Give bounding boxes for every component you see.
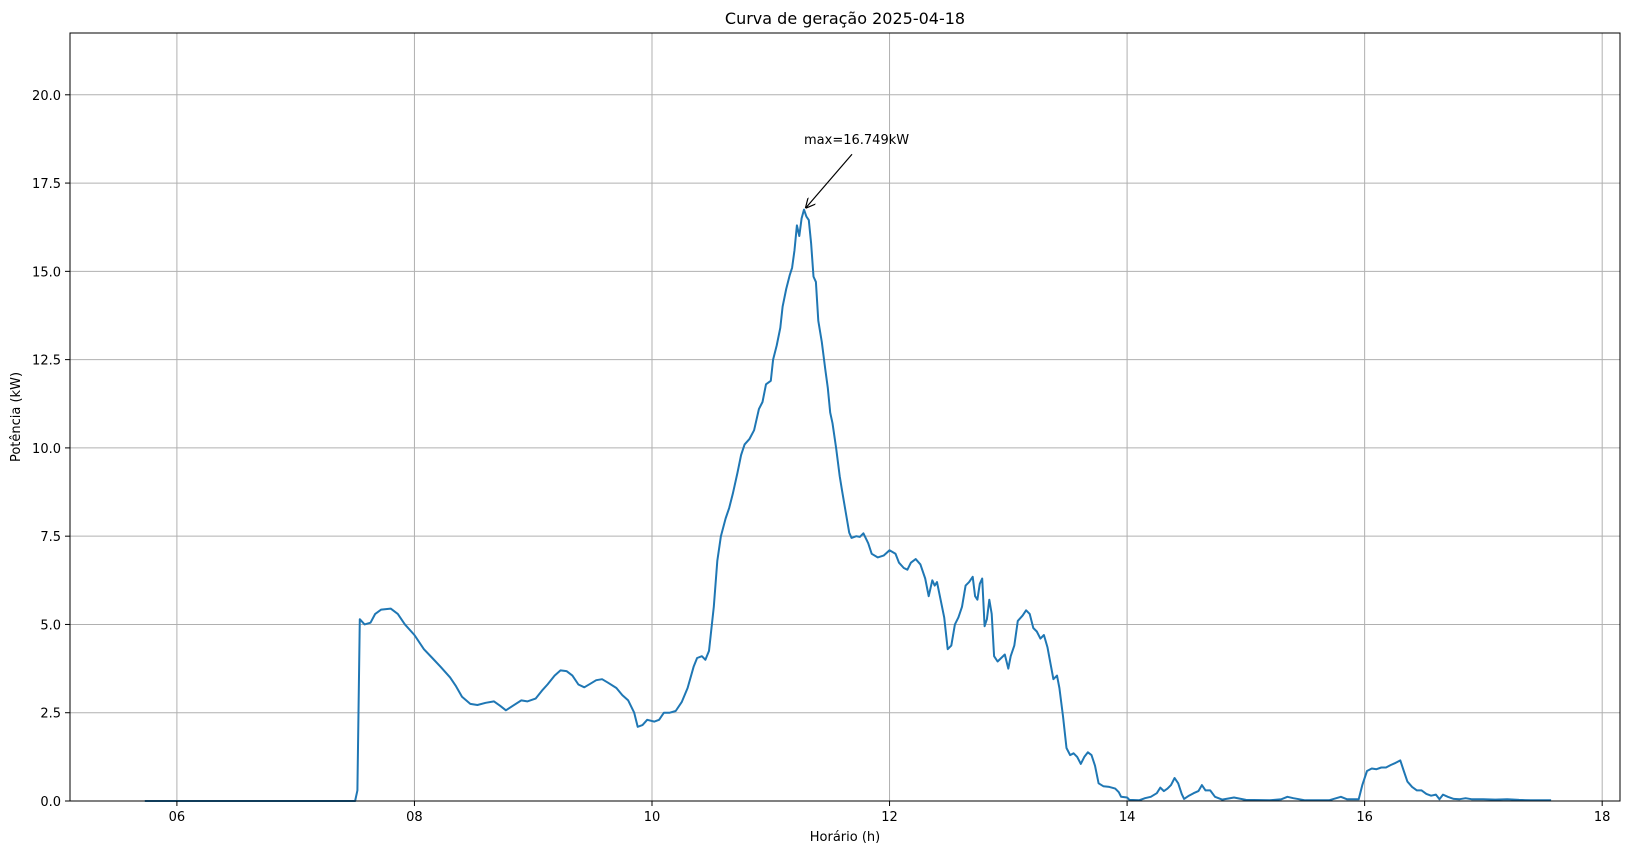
x-tick-label: 14 bbox=[1119, 810, 1136, 825]
y-axis-label: Potência (kW) bbox=[9, 372, 24, 462]
y-tick-label: 15.0 bbox=[32, 265, 61, 280]
y-tick-label: 12.5 bbox=[32, 354, 61, 369]
series-line bbox=[144, 208, 1552, 802]
x-tick-label: 08 bbox=[406, 810, 423, 825]
x-tick-label: 06 bbox=[169, 810, 186, 825]
max-annotation-label: max=16.749kW bbox=[804, 133, 909, 148]
y-tick-label: 10.0 bbox=[32, 442, 61, 457]
annotations: max=16.749kW bbox=[804, 133, 909, 207]
y-tick-label: 2.5 bbox=[40, 707, 61, 722]
ticks: 06 08 10 12 14 16 18 0.0 2.5 5.0 7.5 10.0 12.5 15.0 17… bbox=[32, 89, 1610, 825]
x-axis-label: Horário (h) bbox=[810, 830, 880, 845]
y-tick-label: 17.5 bbox=[32, 177, 61, 192]
x-tick-label: 16 bbox=[1356, 810, 1373, 825]
y-tick-label: 0.0 bbox=[40, 795, 61, 810]
x-tick-label: 18 bbox=[1594, 810, 1611, 825]
chart-title: Curva de geração 2025-04-18 bbox=[725, 9, 965, 28]
y-tick-label: 5.0 bbox=[40, 618, 61, 633]
series-layer bbox=[144, 208, 1552, 802]
y-tick-label: 7.5 bbox=[40, 530, 61, 545]
plot-frame bbox=[69, 32, 1621, 802]
y-tick-label: 20.0 bbox=[32, 89, 61, 104]
grid bbox=[70, 33, 1620, 802]
annotation-arrow bbox=[806, 153, 853, 207]
x-tick-label: 10 bbox=[644, 810, 661, 825]
x-tick-label: 12 bbox=[881, 810, 898, 825]
